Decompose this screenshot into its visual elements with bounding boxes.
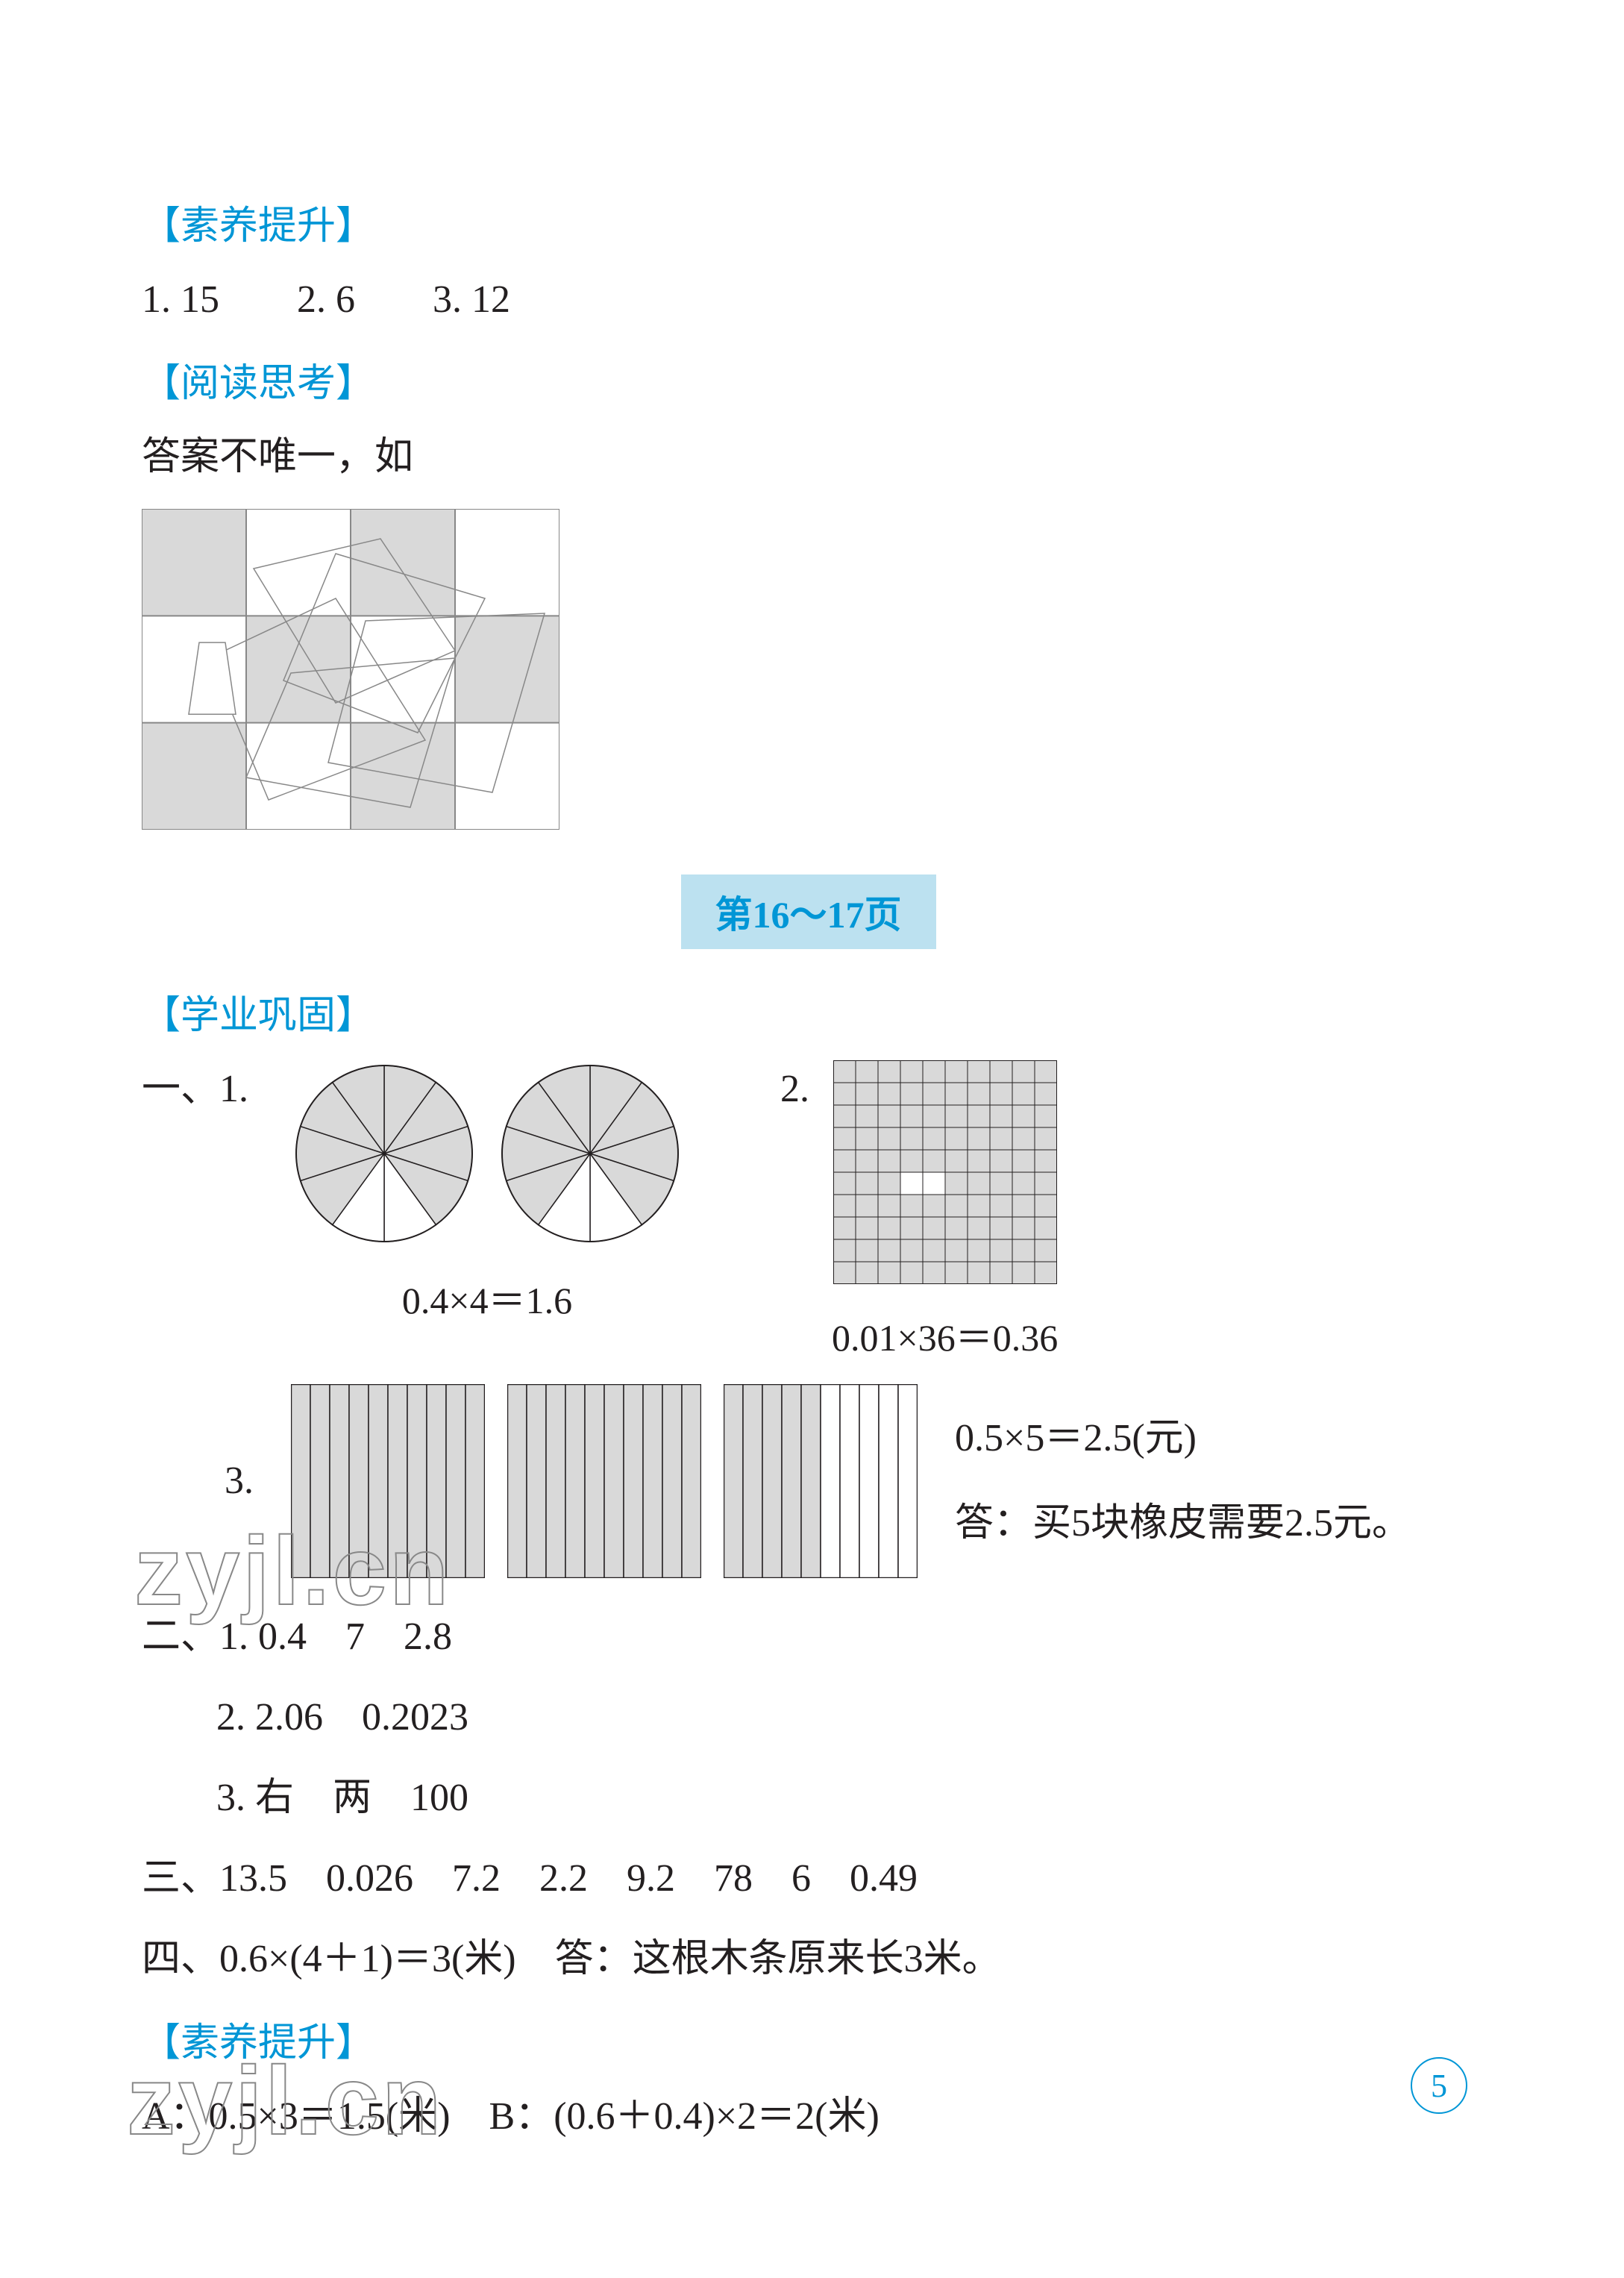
q1-3-text-col: 0.5×5＝2.5(元) 答：买5块橡皮需要2.5元。 — [955, 1409, 1411, 1553]
section-header-suyang-bottom: 【素养提升】 — [142, 2011, 1475, 2067]
bar-block-b — [507, 1384, 701, 1578]
q1-col2-eq: 0.01×36＝0.36 — [832, 1308, 1058, 1362]
q3-line: 三、13.5 0.026 7.2 2.2 9.2 78 6 0.49 — [142, 1850, 1475, 1908]
grid-10x10 — [833, 1060, 1057, 1284]
q1-eq: 0.4×4＝1.6 — [402, 1271, 572, 1324]
answers-top-line: 1. 15 2. 6 3. 12 — [142, 271, 1475, 329]
q2-line-3: 3. 右 两 100 — [142, 1769, 1475, 1827]
q2-line-2: 2. 2.06 0.2023 — [142, 1689, 1475, 1747]
q2-line-1: 二、1. 0.4 7 2.8 — [142, 1608, 1475, 1666]
page-number: 5 — [1411, 2057, 1467, 2114]
page-root: 【素养提升】 1. 15 2. 6 3. 12 【阅读思考】 答案不唯一，如 第… — [0, 0, 1624, 2278]
pie-chart-a — [291, 1060, 477, 1247]
q1-pies-col: 0.4×4＝1.6 — [291, 1060, 683, 1324]
bar-block-a — [291, 1384, 485, 1578]
q1-3-row: 3. 0.5×5＝2.5(元) 答：买5块橡皮需要2.5元。 — [142, 1384, 1475, 1578]
q1-3-eq: 0.5×5＝2.5(元) — [955, 1409, 1411, 1468]
section-header-xueye: 【学业巩固】 — [142, 983, 1475, 1039]
q1-grid-col: 0.01×36＝0.36 — [832, 1060, 1058, 1362]
q1-prefix: 一、1. — [142, 1060, 269, 1118]
page-banner: 第16～17页 — [681, 874, 936, 949]
suyang-bottom-line: A：0.5×3＝1.5(米) B：(0.6＋0.4)×2＝2(米) — [142, 2088, 1475, 2146]
q1-col2-prefix: 2. — [780, 1060, 809, 1118]
section-header-suyang-top: 【素养提升】 — [142, 194, 1475, 250]
q1-3-prefix: 3. — [142, 1452, 269, 1510]
q1-row: 一、1. 0.4×4＝1.6 2. 0.01×36＝0.36 — [142, 1060, 1475, 1362]
pie-chart-b — [497, 1060, 683, 1247]
page-banner-wrap: 第16～17页 — [142, 852, 1475, 983]
yuedu-intro: 答案不唯一，如 — [142, 428, 1475, 486]
tangram-svg — [142, 509, 559, 830]
bar-block-c — [724, 1384, 918, 1578]
q1-3-ans: 答：买5块橡皮需要2.5元。 — [955, 1495, 1411, 1553]
q4-line: 四、0.6×(4＋1)＝3(米) 答：这根木条原来长3米。 — [142, 1930, 1475, 1988]
section-header-yuedu: 【阅读思考】 — [142, 351, 1475, 407]
tangram-figure — [142, 509, 1475, 830]
